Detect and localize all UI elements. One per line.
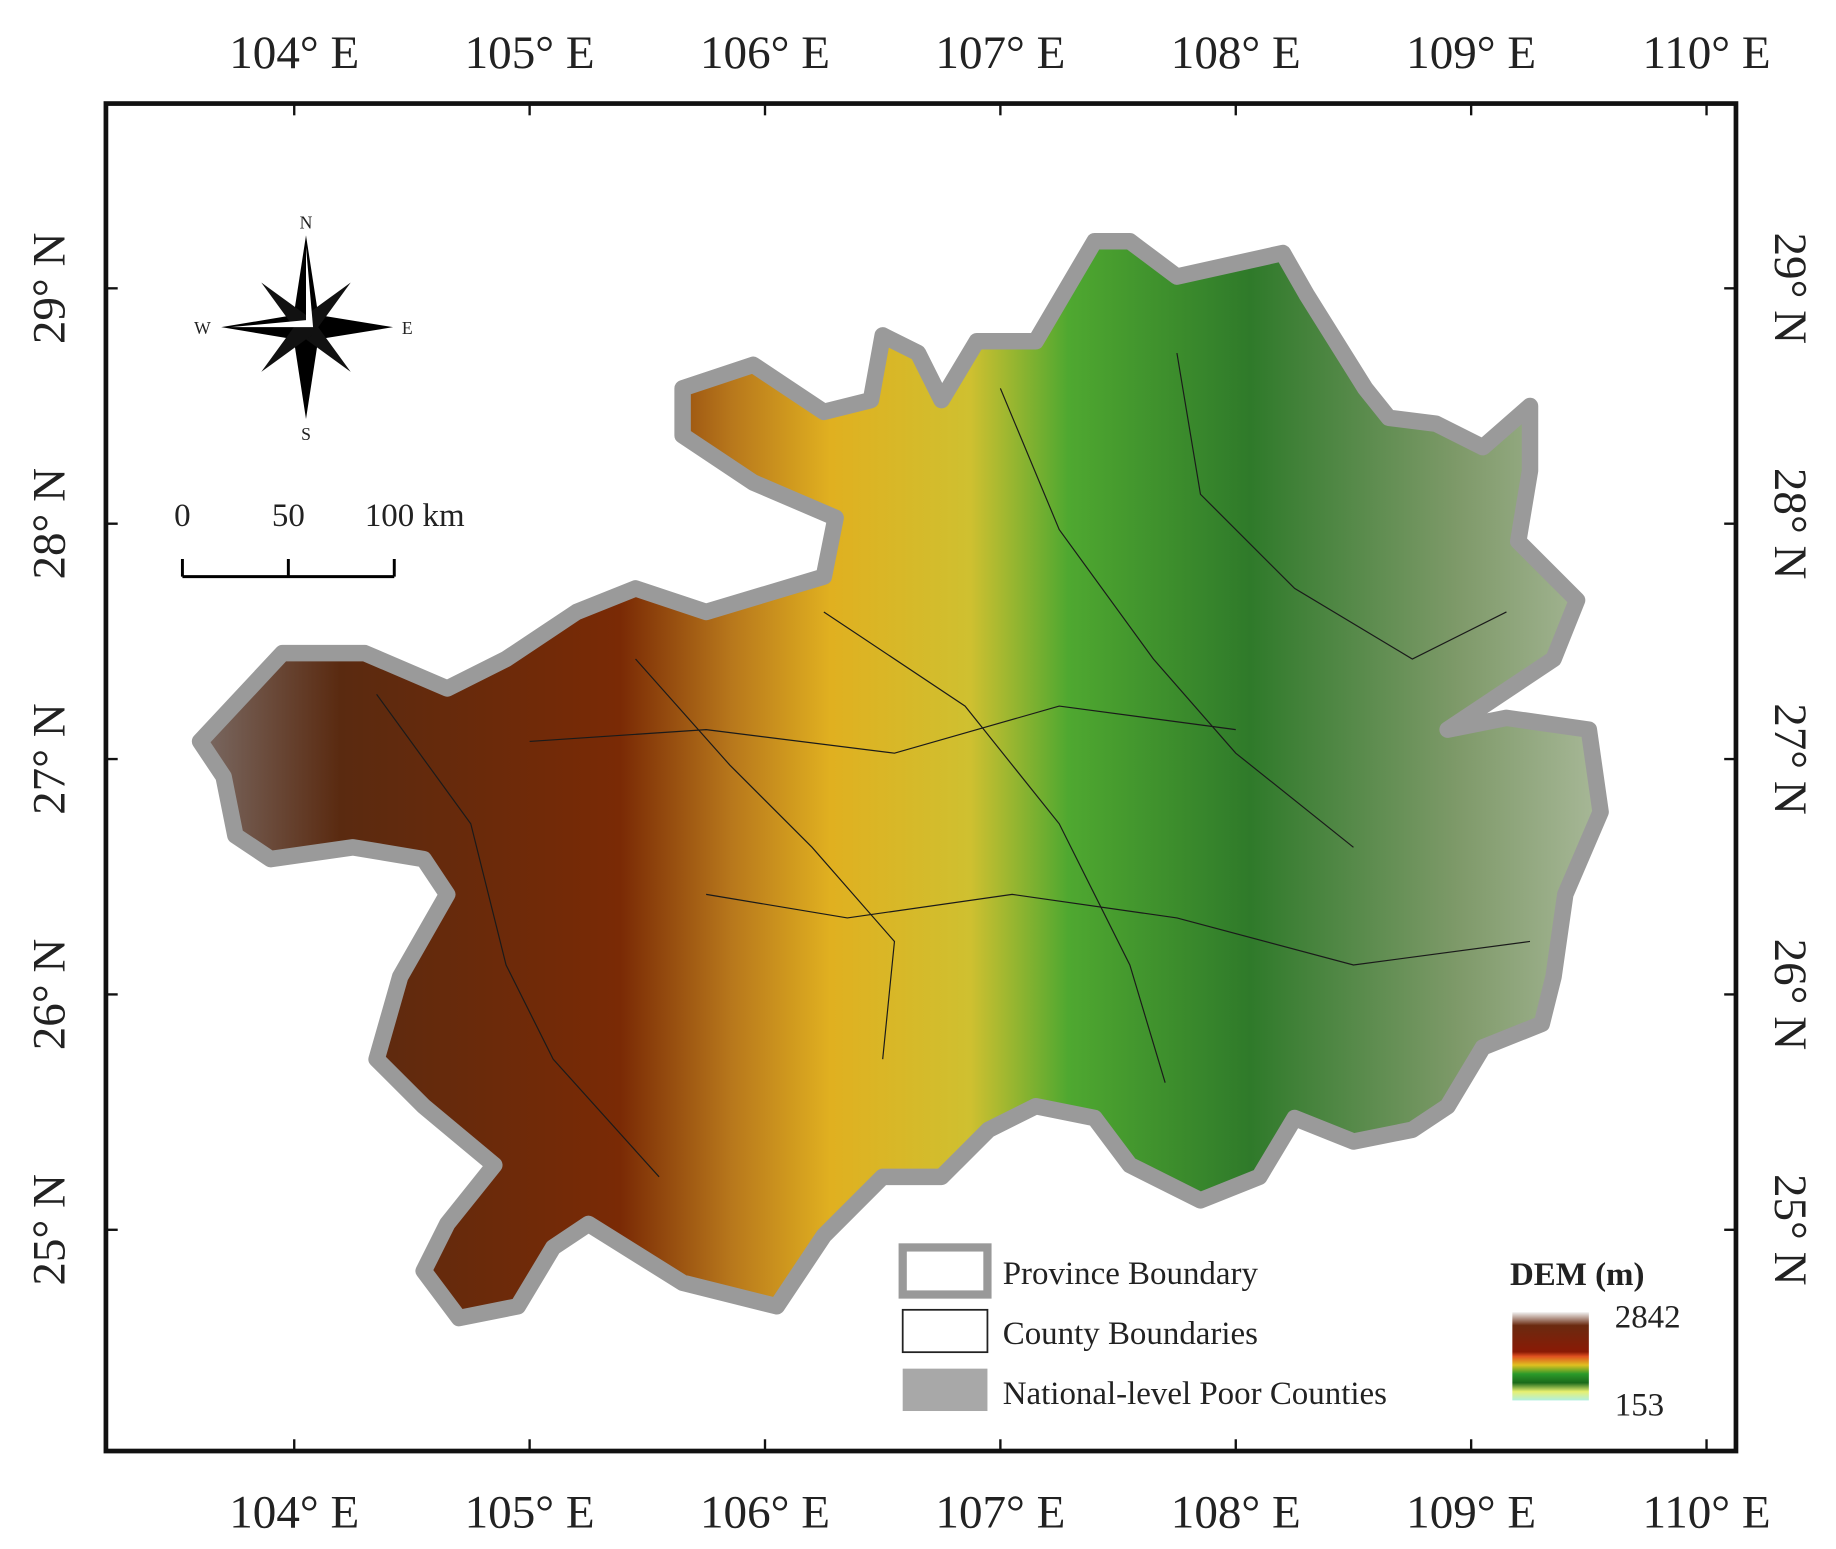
longitude-label: 104° E	[229, 1487, 359, 1539]
legend-county-symbol	[901, 1308, 989, 1354]
latitude-label: 29° N	[1764, 233, 1816, 345]
compass-letter: N	[300, 212, 313, 232]
county-line	[706, 893, 1531, 966]
north-arrow	[221, 235, 394, 419]
legend-label: Province Boundary	[1003, 1256, 1259, 1292]
legend-label: National-level Poor Counties	[1003, 1376, 1387, 1412]
latitude-label: 28° N	[24, 468, 76, 580]
latitude-label: 27° N	[24, 703, 76, 815]
legend-poor-symbol	[902, 1368, 988, 1412]
county-boundaries	[376, 352, 1531, 1178]
dem-colorbar	[1512, 1312, 1589, 1401]
longitude-label: 109° E	[1406, 1487, 1536, 1539]
longitude-label: 106° E	[700, 1487, 830, 1539]
scale-label: 50	[272, 498, 305, 534]
latitude-label: 28° N	[1764, 468, 1816, 580]
longitude-label: 109° E	[1406, 27, 1536, 79]
county-line	[529, 705, 1236, 754]
compass-letter: W	[194, 318, 211, 338]
county-line	[1176, 352, 1507, 660]
scale-label: 0	[174, 498, 190, 534]
longitude-label: 108° E	[1171, 1487, 1301, 1539]
latitude-label: 29° N	[24, 233, 76, 345]
latitude-label: 26° N	[24, 939, 76, 1051]
longitude-label: 110° E	[1642, 1487, 1770, 1539]
longitude-label: 110° E	[1642, 27, 1770, 79]
scale-bar	[180, 558, 396, 579]
compass-letter: S	[301, 424, 311, 444]
legend-province-symbol	[898, 1243, 992, 1299]
county-line	[376, 693, 660, 1178]
longitude-label: 107° E	[935, 1487, 1065, 1539]
longitude-label: 106° E	[700, 27, 830, 79]
latitude-label: 25° N	[24, 1174, 76, 1286]
longitude-label: 105° E	[465, 27, 595, 79]
longitude-label: 107° E	[935, 27, 1065, 79]
compass-letter: E	[402, 318, 413, 338]
longitude-label: 108° E	[1171, 27, 1301, 79]
county-line	[823, 611, 1166, 1083]
legend-label: County Boundaries	[1003, 1316, 1258, 1352]
dem-max-label: 2842	[1615, 1299, 1681, 1335]
dem-min-label: 153	[1615, 1388, 1664, 1424]
latitude-label: 27° N	[1764, 703, 1816, 815]
longitude-label: 104° E	[229, 27, 359, 79]
county-line	[999, 388, 1354, 848]
longitude-label: 105° E	[465, 1487, 595, 1539]
province-area	[191, 233, 1609, 1327]
latitude-label: 25° N	[1764, 1174, 1816, 1286]
scale-label: 100 km	[365, 498, 465, 534]
latitude-label: 26° N	[1764, 939, 1816, 1051]
dem-title: DEM (m)	[1510, 1257, 1644, 1293]
